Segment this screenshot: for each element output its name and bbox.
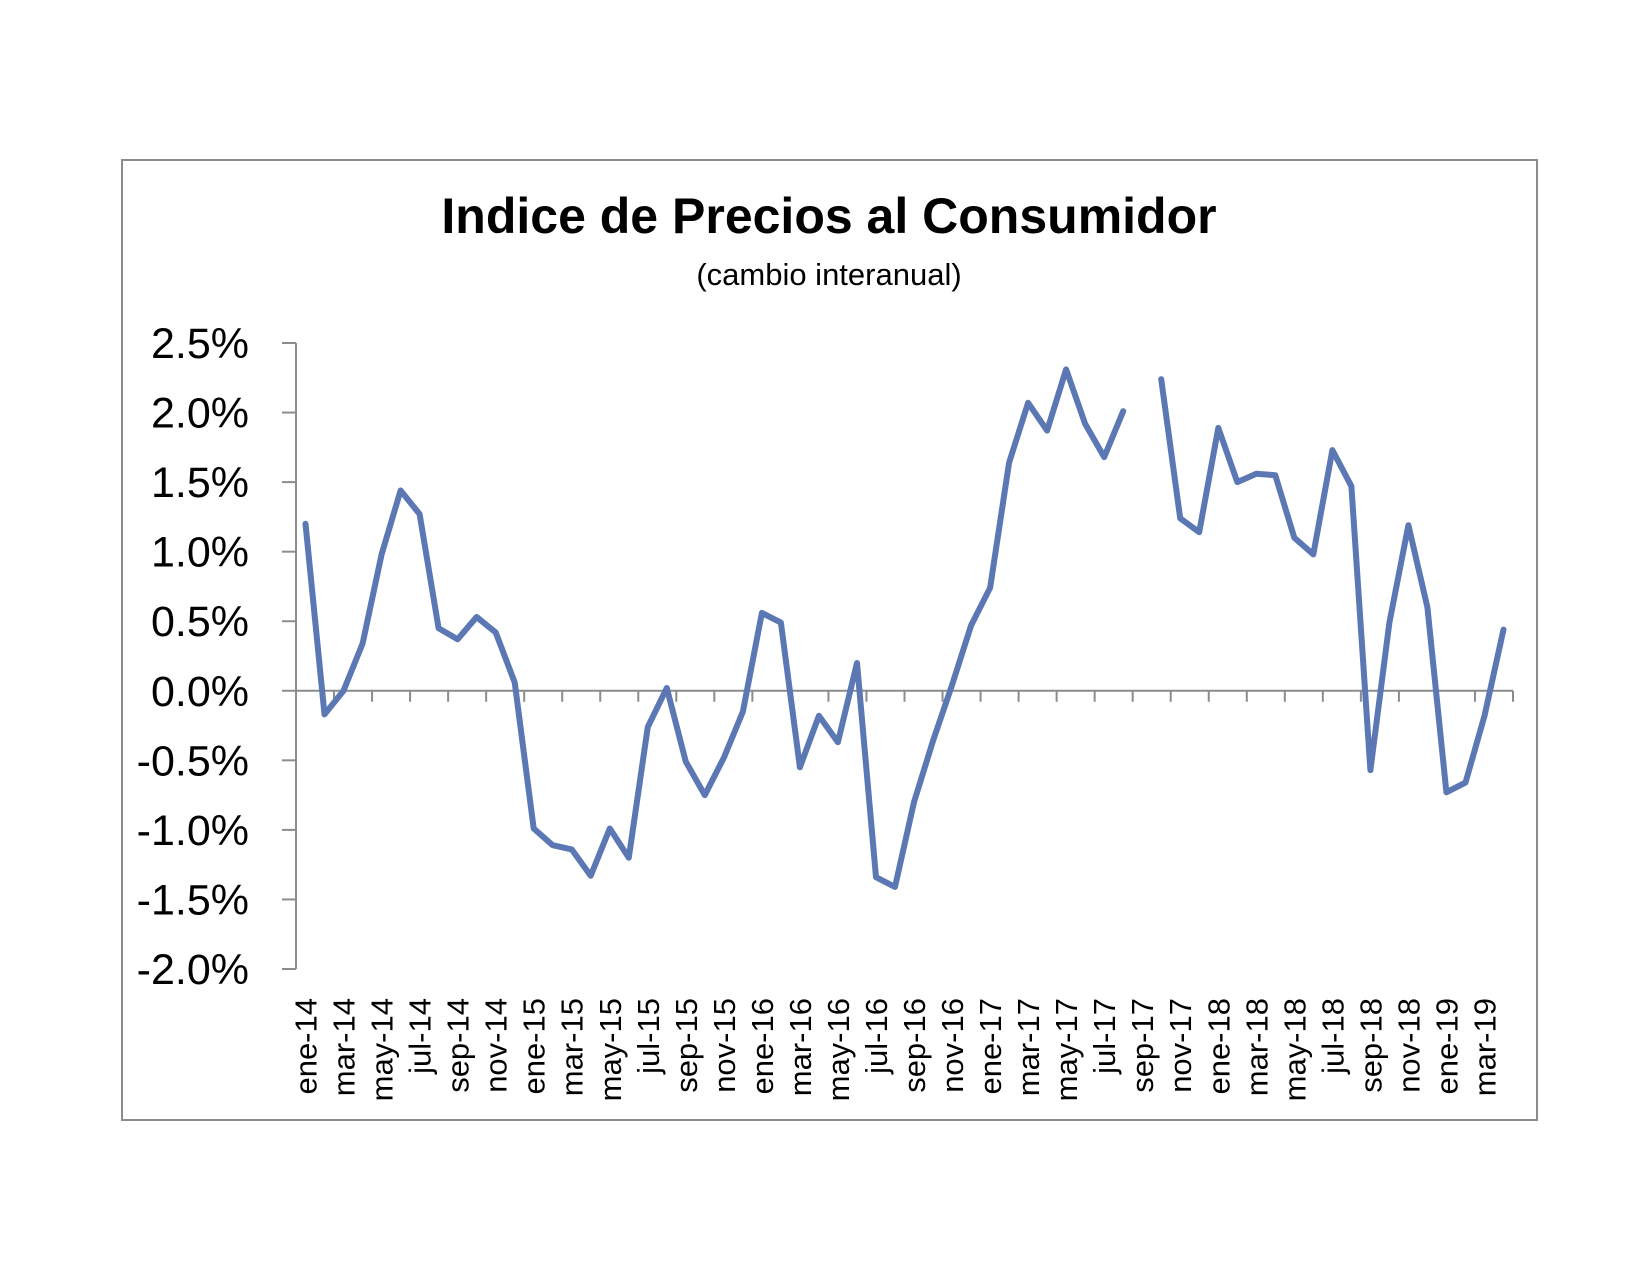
x-tick-label: nov-16 xyxy=(935,998,970,1093)
x-tick-label: jul-16 xyxy=(859,998,894,1075)
x-tick-label: sep-17 xyxy=(1125,998,1160,1093)
chart-frame xyxy=(121,159,1538,1121)
x-tick-label: mar-18 xyxy=(1239,998,1274,1096)
x-tick-label: ene-16 xyxy=(745,998,780,1095)
x-tick-label: may-14 xyxy=(365,998,400,1101)
series-line xyxy=(1158,376,1507,796)
x-tick-label: ene-17 xyxy=(973,998,1008,1095)
chart-title: Indice de Precios al Consumidor xyxy=(441,188,1216,244)
x-tick-label: nov-18 xyxy=(1391,998,1426,1093)
x-tick-label: may-17 xyxy=(1049,998,1084,1101)
x-tick-label: ene-14 xyxy=(289,998,324,1095)
x-tick-label: jul-15 xyxy=(631,998,666,1075)
chart-subtitle: (cambio interanual) xyxy=(696,257,961,292)
y-tick-label: 1.0% xyxy=(151,529,249,577)
x-tick-label: sep-14 xyxy=(441,998,476,1093)
x-tick-label: mar-16 xyxy=(783,998,818,1096)
x-tick-label: nov-17 xyxy=(1163,998,1198,1093)
x-tick-label: nov-15 xyxy=(707,998,742,1093)
y-tick-label: 2.5% xyxy=(151,320,249,368)
x-tick-label: mar-15 xyxy=(555,998,590,1096)
x-tick-label: sep-18 xyxy=(1353,998,1388,1093)
series-group xyxy=(302,366,1507,890)
x-tick-label: sep-15 xyxy=(669,998,704,1093)
x-tick-label: sep-16 xyxy=(897,998,932,1093)
axes xyxy=(282,342,1514,970)
x-tick-label: ene-15 xyxy=(517,998,552,1095)
x-tick-label: may-16 xyxy=(821,998,856,1101)
y-tick-label: -2.0% xyxy=(137,946,249,994)
x-tick-label: jul-14 xyxy=(403,998,438,1075)
x-tick-labels: ene-14 mar-14 may-14 jul-14 sep-14 nov-14 ene-… xyxy=(289,998,1503,1101)
x-tick-label: nov-14 xyxy=(479,998,514,1093)
y-tick-label: 0.5% xyxy=(151,598,249,646)
x-tick-label: jul-17 xyxy=(1087,998,1122,1075)
y-tick-label: 2.0% xyxy=(151,390,249,438)
y-tick-label: -1.5% xyxy=(137,876,249,924)
x-tick-label: mar-14 xyxy=(327,998,362,1096)
x-tick-label: mar-17 xyxy=(1011,998,1046,1096)
y-tick-label: 1.5% xyxy=(151,459,249,507)
x-tick-label: mar-19 xyxy=(1467,998,1502,1096)
x-tick-label: ene-18 xyxy=(1201,998,1236,1095)
y-tick-labels: 2.5% 2.0% 1.5% 1.0% 0.5% 0.0% -0.5% -1.0% -1.5% -… xyxy=(137,320,249,994)
y-tick-label: -0.5% xyxy=(137,737,249,785)
y-tick-label: 0.0% xyxy=(151,668,249,716)
x-tick-label: may-18 xyxy=(1277,998,1312,1101)
y-tick-label: -1.0% xyxy=(137,807,249,855)
x-tick-label: may-15 xyxy=(593,998,628,1101)
x-tick-label: jul-18 xyxy=(1315,998,1350,1075)
x-tick-label: ene-19 xyxy=(1429,998,1464,1095)
series-line xyxy=(302,366,1127,890)
